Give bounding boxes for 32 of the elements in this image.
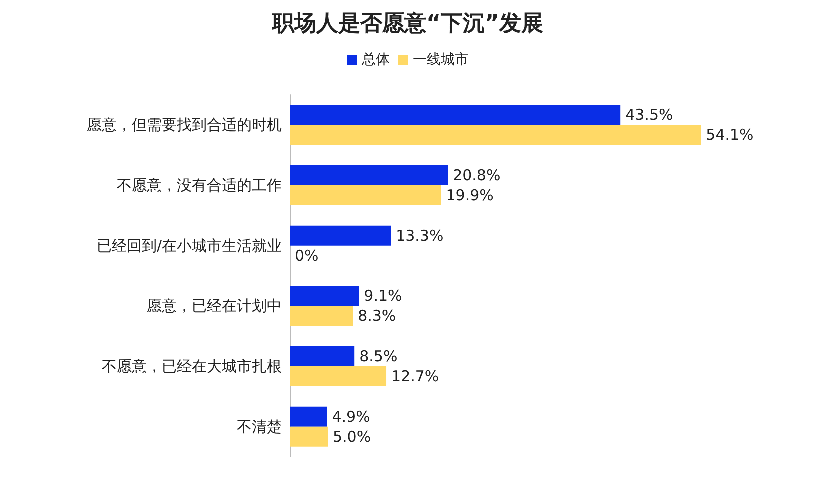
- bar: [290, 105, 621, 126]
- y-tick-label: 愿意，已经在计划中: [147, 297, 282, 316]
- data-label: 12.7%: [392, 368, 440, 386]
- legend-label: 一线城市: [413, 52, 469, 68]
- data-label: 5.0%: [333, 428, 372, 446]
- data-label: 19.9%: [446, 186, 494, 204]
- data-label: 54.1%: [706, 126, 754, 144]
- bar: [290, 186, 442, 206]
- y-tick-label: 不愿意，已经在大城市扎根: [102, 358, 282, 376]
- data-label: 4.9%: [332, 408, 370, 426]
- bar: [290, 286, 360, 306]
- bar: [290, 406, 328, 427]
- bar: [290, 166, 448, 186]
- y-tick-label: 不清楚: [237, 418, 282, 436]
- data-label: 9.1%: [364, 287, 402, 306]
- legend-label: 总体: [361, 52, 390, 68]
- bar: [290, 366, 387, 386]
- chart-title: 职场人是否愿意“下沉”发展: [272, 12, 544, 36]
- data-label: 8.5%: [360, 348, 398, 366]
- y-tick-label: 愿意，但需要找到合适的时机: [87, 116, 282, 134]
- data-label: 0%: [295, 246, 319, 265]
- y-tick-label: 已经回到/在小城市生活就业: [96, 236, 282, 255]
- data-label: 20.8%: [453, 166, 501, 184]
- data-label: 8.3%: [358, 307, 396, 326]
- bar: [290, 125, 702, 146]
- y-tick-label: 不愿意，没有合适的工作: [117, 176, 282, 194]
- bar: [290, 346, 355, 366]
- data-label: 13.3%: [396, 226, 444, 245]
- data-label: 43.5%: [626, 106, 674, 124]
- bar: [290, 226, 392, 246]
- bar: [290, 306, 354, 326]
- bar: [290, 426, 328, 447]
